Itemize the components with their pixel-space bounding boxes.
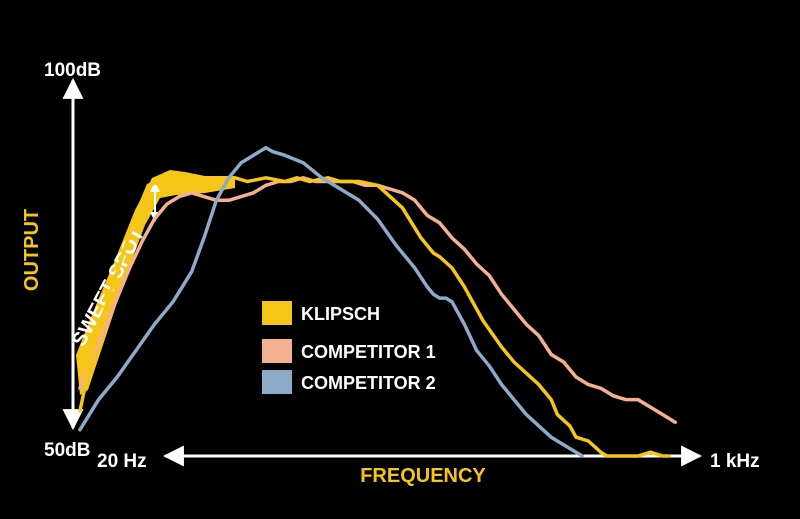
series-layer: [78, 145, 677, 458]
series-line-klipsch: [78, 176, 671, 458]
x-right-label: 1 kHz: [710, 451, 760, 472]
legend-label-competitor-1: COMPETITOR 1: [301, 342, 436, 362]
sweet-spot-band: [76, 170, 235, 395]
legend-label-klipsch: KLIPSCH: [301, 304, 380, 324]
y-bottom-label: 50dB: [44, 440, 90, 461]
legend-swatch-competitor-1: [262, 339, 292, 363]
y-top-label: 100dB: [44, 60, 101, 81]
sweet-spot-annotation: SWEET SPOT: [68, 224, 149, 350]
legend: KLIPSCH COMPETITOR 1 COMPETITOR 2: [262, 301, 436, 394]
y-axis-title: OUTPUT: [21, 209, 43, 291]
x-left-label: 20 Hz: [97, 451, 147, 472]
legend-swatch-klipsch: [262, 301, 292, 325]
legend-swatch-competitor-2: [262, 370, 292, 394]
x-axis-title: FREQUENCY: [360, 465, 486, 487]
series-line-competitor-2: [78, 145, 584, 458]
legend-label-competitor-2: COMPETITOR 2: [301, 373, 436, 393]
